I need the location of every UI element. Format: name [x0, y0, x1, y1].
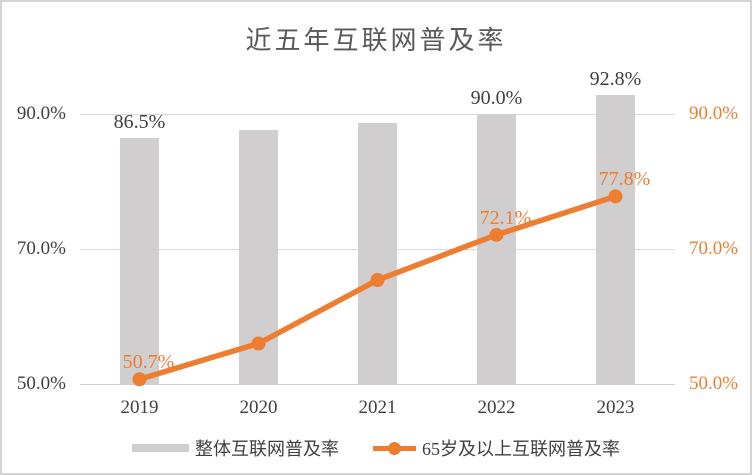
x-axis-label-2023: 2023	[596, 397, 635, 418]
y-axis-right-tick: 90.0%	[689, 103, 739, 124]
y-axis-left-tick: 90.0%	[16, 103, 66, 124]
legend-item-seniors: 65岁及以上互联网普及率	[373, 435, 620, 461]
y-axis-left-tick: 70.0%	[16, 238, 66, 259]
line-marker-2023	[608, 189, 623, 204]
gridline-90	[80, 114, 675, 115]
line-marker-2021	[370, 273, 385, 288]
line-marker-2019	[132, 372, 147, 387]
chart-title: 近五年互联网普及率	[245, 26, 507, 55]
line-marker-2022	[489, 227, 504, 242]
legend: 整体互联网普及率 65岁及以上互联网普及率	[2, 435, 750, 461]
bar-series-swatch-icon	[132, 444, 189, 452]
line-data-label: 77.8%	[598, 168, 651, 191]
y-axis-left-tick: 50.0%	[16, 373, 66, 394]
x-axis-label-2019: 2019	[120, 397, 159, 418]
line-data-label: 50.7%	[122, 351, 175, 374]
bar-2019	[120, 137, 159, 384]
bar-2021	[358, 123, 397, 384]
x-axis-label-2022: 2022	[477, 397, 516, 418]
x-axis-label-2021: 2021	[358, 397, 397, 418]
bar-data-label: 90.0%	[470, 87, 523, 109]
legend-item-overall: 整体互联网普及率	[132, 435, 339, 461]
line-path	[136, 193, 619, 383]
line-marker-2020	[251, 336, 266, 351]
x-axis-label-2020: 2020	[239, 397, 278, 418]
y-axis-right-tick: 50.0%	[689, 373, 739, 394]
x-axis-line	[80, 384, 675, 385]
bar-data-label: 86.5%	[113, 110, 166, 133]
bar-2022	[477, 114, 516, 384]
bar-data-label: 92.8%	[589, 68, 642, 91]
bar-2023	[596, 95, 635, 384]
legend-label-overall: 整体互联网普及率	[195, 439, 339, 459]
line-series-swatch-icon	[373, 441, 416, 455]
y-axis-right-tick: 70.0%	[689, 238, 739, 259]
line-dot-icon	[388, 441, 401, 455]
legend-label-seniors: 65岁及以上互联网普及率	[422, 439, 620, 459]
line-data-label: 72.1%	[479, 206, 532, 229]
